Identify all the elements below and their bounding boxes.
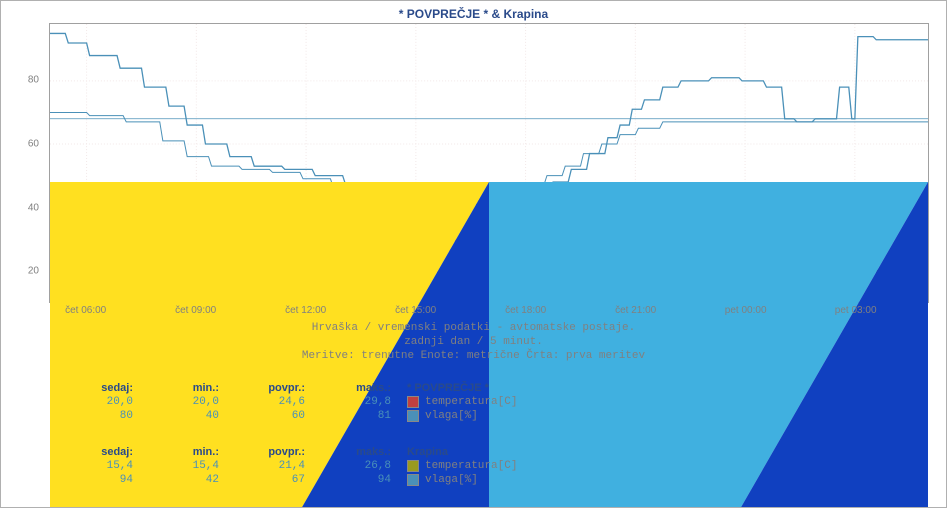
y-tick-label: 60 (28, 138, 39, 149)
subtitle-line: Meritve: trenutne Enote: metrične Črta: … (1, 349, 946, 363)
x-tick-label: pet 03:00 (835, 305, 877, 316)
subtitle: Hrvaška / vremenski podatki - avtomatske… (1, 321, 946, 363)
y-tick-label: 20 (28, 266, 39, 277)
x-tick-label: čet 12:00 (285, 305, 326, 316)
stats-series-label: vlaga[%] (425, 409, 478, 423)
stats-hdr-maks: maks.: (317, 445, 403, 459)
stats-series-label: vlaga[%] (425, 473, 478, 487)
y-tick-label: 40 (28, 202, 39, 213)
stats-val: 24,6 (231, 395, 317, 409)
series-krapina_temp (50, 249, 928, 285)
legend-swatch (407, 396, 419, 408)
series-povprecje_vlaga (50, 33, 928, 207)
stats-val: 81 (317, 409, 403, 423)
stats-hdr-sedaj: sedaj: (59, 381, 145, 395)
stats-val: 40 (145, 409, 231, 423)
stats-val: 67 (231, 473, 317, 487)
legend-swatch (407, 474, 419, 486)
stats-val: 21,4 (231, 459, 317, 473)
legend-swatch (407, 460, 419, 472)
subtitle-line: zadnji dan / 5 minut. (1, 335, 946, 349)
plot-area: www.si-vreme.com (49, 23, 929, 303)
x-tick-label: čet 15:00 (395, 305, 436, 316)
stats-hdr-min: min.: (145, 445, 231, 459)
stats-val: 42 (145, 473, 231, 487)
legend-swatch (407, 410, 419, 422)
series-povprecje_temp (50, 239, 928, 270)
x-tick-label: pet 00:00 (725, 305, 767, 316)
stats-val: 15,4 (145, 459, 231, 473)
stats-group-name: * POVPREČJE * (403, 381, 587, 395)
stats-val: 20,0 (145, 395, 231, 409)
stats-val: 20,0 (59, 395, 145, 409)
stats-val: 94 (59, 473, 145, 487)
stats-series: temperatura[C] (403, 459, 587, 473)
stats-group-1: sedaj:min.:povpr.:maks.:* POVPREČJE * 20,… (59, 381, 659, 423)
chart-title: * POVPREČJE * & Krapina (1, 1, 946, 21)
stats-hdr-min: min.: (145, 381, 231, 395)
y-tick-label: 80 (28, 75, 39, 86)
x-tick-label: čet 09:00 (175, 305, 216, 316)
x-ticks: čet 06:00 čet 09:00 čet 12:00 čet 15:00 čet … (49, 305, 929, 319)
stats-val: 60 (231, 409, 317, 423)
x-tick-label: čet 21:00 (615, 305, 656, 316)
stats-val: 94 (317, 473, 403, 487)
x-tick-label: čet 18:00 (505, 305, 546, 316)
stats-hdr-povpr: povpr.: (231, 381, 317, 395)
stats-val: 29,8 (317, 395, 403, 409)
stats-series: vlaga[%] (403, 409, 587, 423)
stats-series: vlaga[%] (403, 473, 587, 487)
stats-series-label: temperatura[C] (425, 459, 517, 473)
series-krapina_vlaga (50, 112, 928, 200)
stats-series-label: temperatura[C] (425, 395, 517, 409)
stats-hdr-maks: maks.: (317, 381, 403, 395)
stats-val: 26,8 (317, 459, 403, 473)
stats-series: temperatura[C] (403, 395, 587, 409)
stats-val: 80 (59, 409, 145, 423)
stats-val: 15,4 (59, 459, 145, 473)
stats-hdr-sedaj: sedaj: (59, 445, 145, 459)
stats-group-2: sedaj:min.:povpr.:maks.:Krapina15,415,42… (59, 445, 659, 487)
x-tick-label: čet 06:00 (65, 305, 106, 316)
subtitle-line: Hrvaška / vremenski podatki - avtomatske… (1, 321, 946, 335)
y-ticks: 20 40 60 80 (1, 23, 45, 303)
stats-hdr-povpr: povpr.: (231, 445, 317, 459)
plot-svg (50, 24, 928, 302)
chart-container: * POVPREČJE * & Krapina www.si-vreme.com… (0, 0, 947, 508)
stats-group-name: Krapina (403, 445, 587, 459)
